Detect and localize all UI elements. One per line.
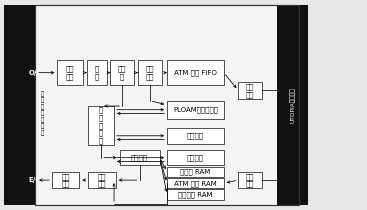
Text: 频定
位: 频定 位 <box>118 66 127 80</box>
Text: 解
帧: 解 帧 <box>95 66 99 80</box>
Text: 管理信元 RAM: 管理信元 RAM <box>178 191 212 198</box>
Bar <box>88 106 114 145</box>
Text: 写控
制器: 写控 制器 <box>246 83 254 97</box>
Text: UTOPIA接收接口: UTOPIA接收接口 <box>290 87 295 123</box>
Text: PLOAM信元存储器: PLOAM信元存储器 <box>173 106 218 113</box>
Text: ATM 信元 RAM: ATM 信元 RAM <box>174 180 217 186</box>
Bar <box>36 5 299 205</box>
Text: 数
据
和
时
钟
信
号: 数 据 和 时 钟 信 号 <box>41 91 44 136</box>
Text: 信元
定界: 信元 定界 <box>66 66 75 80</box>
Bar <box>167 167 224 177</box>
Bar <box>57 60 83 85</box>
Text: 读控
制器: 读控 制器 <box>246 173 254 187</box>
Bar <box>120 150 160 165</box>
Bar <box>238 82 262 99</box>
Bar <box>167 178 224 188</box>
Bar <box>36 5 299 205</box>
Text: 消息处理: 消息处理 <box>187 154 204 161</box>
Bar <box>167 150 224 165</box>
Text: E/O: E/O <box>29 177 42 183</box>
Text: 输出控刻: 输出控刻 <box>131 154 148 161</box>
Text: O/E: O/E <box>29 70 42 76</box>
Bar <box>167 128 224 144</box>
Bar <box>167 189 224 200</box>
Bar <box>138 60 161 85</box>
Text: ATM 信元 FIFO: ATM 信元 FIFO <box>174 69 217 76</box>
Bar <box>52 172 79 188</box>
Text: 数据
分离: 数据 分离 <box>145 66 154 80</box>
Bar <box>4 5 36 205</box>
Text: 并串
转换: 并串 转换 <box>98 173 106 187</box>
Text: 调
用
状
态
机: 调 用 状 态 机 <box>99 107 103 144</box>
Bar <box>277 5 308 205</box>
Text: 授权处理: 授权处理 <box>187 133 204 139</box>
Bar <box>238 172 262 188</box>
Bar <box>110 60 134 85</box>
Bar <box>167 60 224 85</box>
Bar <box>167 101 224 119</box>
Bar <box>87 60 107 85</box>
Text: 上行
加扰: 上行 加扰 <box>61 173 70 187</box>
Text: 空信元 RAM: 空信元 RAM <box>180 168 211 175</box>
Bar <box>88 172 116 188</box>
